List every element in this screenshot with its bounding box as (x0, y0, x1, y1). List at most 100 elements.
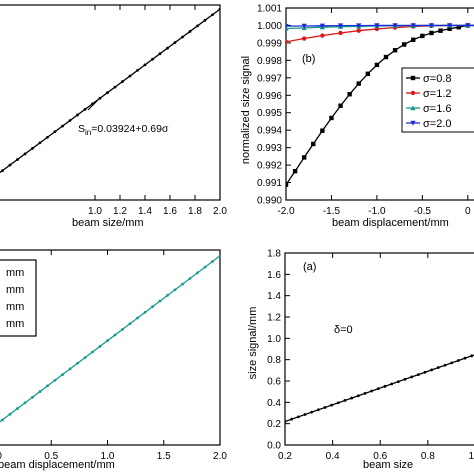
series-point-0 (61, 373, 64, 377)
x-axis-label: beam size/mm (72, 217, 144, 229)
series-point-0 (38, 141, 42, 145)
series-point-0 (356, 81, 361, 86)
x-tick-label: 0.2 (278, 451, 292, 462)
y-tick-label: 0.2 (267, 419, 281, 430)
series-point-0 (383, 54, 389, 60)
panel-bottom-right: 0.20.40.60.81.0 0.00.20.40.60.81.01.21.4… (247, 249, 474, 471)
series-point-3 (374, 23, 380, 29)
series-point-3 (410, 23, 416, 29)
y-tick-label: 1.000 (257, 21, 282, 32)
series-point-0 (456, 25, 461, 30)
panel-top-left: 1.0 1.2 1.4 1.6 1.8 2.0 beam size/mm Sin=0.03… (0, 4, 227, 229)
series-point-0 (8, 412, 12, 416)
fit-equation: Sin=0.03924+0.69σ (78, 123, 169, 137)
series-point-0 (83, 356, 87, 360)
series-point-3 (301, 23, 307, 29)
series-point-0 (46, 384, 49, 388)
series-point-0 (416, 373, 420, 376)
series-point-0 (121, 80, 124, 83)
series-point-0 (285, 420, 287, 423)
series-point-0 (203, 265, 207, 269)
legend-items: mm mm mm mm (6, 267, 24, 330)
x-tick-label: 0.5 (44, 451, 58, 462)
x-tick-label: -1.0 (368, 206, 386, 217)
x-tick-label: 1.8 (188, 206, 202, 217)
series-point-0 (188, 277, 192, 280)
series-point-0 (106, 91, 109, 95)
x-tick-label: 1.4 (138, 206, 152, 217)
series-point-1 (320, 33, 325, 38)
legend-label: σ=2.0 (423, 118, 452, 130)
series-point-0 (430, 368, 434, 372)
series-point-0 (320, 128, 325, 133)
series-point-0 (376, 387, 380, 391)
series-point-0 (390, 382, 394, 386)
series-point-0 (23, 401, 27, 405)
y-tick-label: 0.990 (257, 196, 282, 207)
series-point-0 (68, 119, 72, 122)
series-point-0 (329, 115, 334, 121)
series-point-0 (303, 413, 307, 416)
x-tick-label: 1.5 (157, 451, 171, 462)
series-point-0 (76, 361, 79, 365)
y-tick-label: 0.996 (257, 91, 282, 102)
series-point-0 (68, 367, 72, 371)
x-tick-label: 1.0 (101, 451, 115, 462)
series-point-0 (218, 7, 220, 11)
series-point-0 (196, 24, 199, 28)
x-tick-label: 1.0 (88, 206, 102, 217)
series-point-0 (121, 327, 124, 331)
legend: mm mm mm mm (0, 259, 37, 337)
series-point-3 (447, 23, 453, 29)
series-point-0 (403, 377, 407, 381)
series-point-0 (31, 395, 34, 399)
series-point-0 (383, 384, 387, 388)
series-point-1 (338, 30, 343, 36)
series-point-0 (166, 46, 169, 50)
series-point-0 (438, 28, 443, 33)
series-point-0 (106, 339, 109, 343)
series-point-0 (411, 37, 416, 42)
series-point-0 (203, 18, 207, 22)
series-point-1 (301, 36, 307, 41)
series-group (0, 254, 220, 423)
y-axis-ticks: 0.0 0.2 0.4 0.6 0.8 1.0 1.2 1.4 1.6 1.8 (267, 249, 290, 452)
x-tick-label: 2.0 (213, 206, 227, 217)
annotation-delta: δ=0 (334, 324, 353, 336)
series-point-0 (136, 69, 139, 72)
series-point-0 (336, 401, 340, 405)
series-point-0 (31, 146, 34, 150)
legend-label: mm (6, 284, 24, 296)
y-tick-label: 1.001 (257, 4, 282, 15)
series-point-0 (316, 408, 320, 412)
series-point-0 (323, 406, 327, 409)
series-point-0 (1, 418, 4, 422)
series-point-0 (98, 96, 102, 100)
series-point-0 (23, 152, 27, 156)
series-point-0 (450, 361, 454, 365)
series-point-0 (218, 254, 220, 258)
series-point-0 (158, 52, 162, 56)
series-point-0 (151, 305, 154, 309)
x-tick-label: 0.8 (421, 451, 435, 462)
y-axis-label: normalized size signal (240, 56, 252, 164)
series-point-0 (136, 316, 139, 320)
series-point-0 (401, 42, 407, 47)
series-point-0 (365, 71, 371, 77)
series-group (0, 7, 220, 174)
legend-label: mm (6, 318, 24, 330)
panel-bottom-left: 0.00.51.01.52.0 beam displacement/mm mmm… (0, 249, 227, 471)
panel-top-right: -2.0 -1.5 -1.0 -0.5 0 0.9900.9910.9920.9930.… (240, 4, 474, 229)
plot-frame (0, 4, 221, 201)
legend-marker (410, 105, 416, 111)
y-tick-label: 0.998 (257, 56, 282, 67)
legend-items: σ=0.8 σ=1.2 σ=1.6 σ=2.0 (406, 73, 452, 130)
x-axis-ticks: 0.2 0.4 0.6 0.8 1.0 (278, 253, 474, 462)
panel-label: (b) (302, 53, 315, 65)
series-point-0 (181, 282, 184, 286)
x-tick-label: 0.0 (0, 451, 2, 462)
series-line-0 (0, 8, 220, 174)
series-point-0 (53, 378, 57, 382)
x-axis-ticks: -2.0 -1.5 -1.0 -0.5 0 (277, 8, 471, 217)
